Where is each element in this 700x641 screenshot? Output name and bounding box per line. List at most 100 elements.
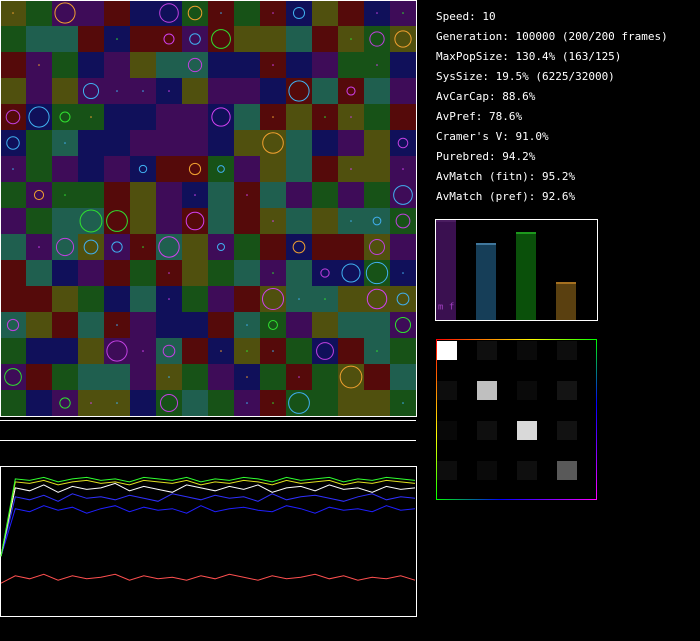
agent: [262, 132, 284, 154]
agent: [28, 106, 50, 128]
agent-dot: [246, 376, 248, 378]
cell: [78, 312, 104, 338]
agent: [216, 242, 226, 252]
cell: [286, 312, 312, 338]
agent-dot: [168, 376, 170, 378]
cell: [78, 338, 104, 364]
cell: [390, 52, 416, 78]
agent: [5, 109, 21, 125]
agent-dot: [90, 402, 92, 404]
cell: [208, 52, 234, 78]
cell: [156, 52, 182, 78]
bar: [436, 220, 456, 320]
cell: [182, 26, 208, 52]
cell: [286, 52, 312, 78]
cell: [234, 156, 260, 182]
agent-dot: [246, 324, 248, 326]
cell: [312, 156, 338, 182]
cell: [26, 390, 52, 416]
agent-dot: [298, 376, 300, 378]
agent-dot: [142, 90, 144, 92]
cell: [390, 130, 416, 156]
cell: [208, 364, 234, 390]
cell: [130, 104, 156, 130]
agent-dot: [142, 350, 144, 352]
grid-border: [0, 0, 417, 417]
agent-dot: [38, 246, 40, 248]
cell: [260, 364, 286, 390]
agent: [396, 292, 410, 306]
agent-dot: [350, 220, 352, 222]
cell: [312, 338, 338, 364]
cell: [52, 364, 78, 390]
agent: [162, 344, 176, 358]
cell: [260, 312, 286, 338]
cell: [338, 364, 364, 390]
cell: [0, 364, 26, 390]
cell: [130, 364, 156, 390]
agent: [106, 340, 128, 362]
cell: [364, 104, 390, 130]
cell: [338, 286, 364, 312]
cell: [182, 312, 208, 338]
cell: [364, 234, 390, 260]
cell: [338, 234, 364, 260]
matrix-cell: [517, 341, 537, 360]
cell: [286, 0, 312, 26]
cell: [182, 364, 208, 390]
cell: [26, 182, 52, 208]
cell: [208, 208, 234, 234]
agent-dot: [376, 12, 378, 14]
agent-dot: [168, 272, 170, 274]
cell: [156, 0, 182, 26]
agent: [369, 31, 385, 47]
agent: [55, 237, 75, 257]
cell: [156, 182, 182, 208]
cell: [338, 338, 364, 364]
cell: [312, 208, 338, 234]
cell: [390, 286, 416, 312]
agent: [288, 392, 310, 414]
cell: [182, 78, 208, 104]
cell: [260, 182, 286, 208]
cell: [286, 182, 312, 208]
cell: [26, 156, 52, 182]
cell: [312, 390, 338, 416]
cell: [156, 104, 182, 130]
cell: [78, 208, 104, 234]
cell: [0, 26, 26, 52]
stat-line: AvMatch (fitn): 95.2%: [436, 170, 575, 183]
stat-line: MaxPopSize: 130.4% (163/125): [436, 50, 621, 63]
cell: [390, 312, 416, 338]
agent-dot: [324, 116, 326, 118]
cell: [234, 286, 260, 312]
agent-dot: [64, 142, 66, 144]
cell: [182, 52, 208, 78]
matrix-cell: [517, 461, 537, 480]
agent-dot: [90, 116, 92, 118]
cell: [156, 26, 182, 52]
cell: [78, 260, 104, 286]
matrix-cell: [517, 421, 537, 440]
agent-dot: [350, 116, 352, 118]
cell: [182, 130, 208, 156]
cell: [234, 26, 260, 52]
cell: [338, 0, 364, 26]
cell: [130, 52, 156, 78]
agent: [138, 164, 148, 174]
cell: [364, 312, 390, 338]
agent-dot: [272, 116, 274, 118]
agent-dot: [298, 298, 300, 300]
cell: [208, 234, 234, 260]
cell: [364, 390, 390, 416]
matrix-cell: [477, 341, 497, 360]
cell: [182, 156, 208, 182]
cell: [364, 78, 390, 104]
agent: [395, 213, 411, 229]
cell: [78, 182, 104, 208]
history-line: [0, 482, 416, 557]
cell: [234, 0, 260, 26]
cell: [234, 104, 260, 130]
cell: [130, 182, 156, 208]
agent: [365, 261, 389, 285]
